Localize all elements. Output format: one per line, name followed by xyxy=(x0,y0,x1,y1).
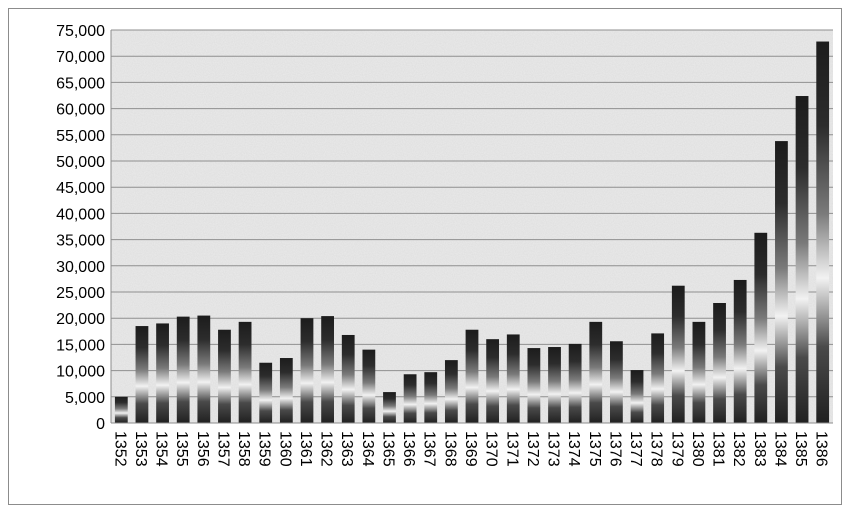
bar-1366 xyxy=(403,374,417,423)
y-tick-label: 55,000 xyxy=(56,128,105,145)
x-tick-label-1366: 1366 xyxy=(400,431,417,467)
y-tick-label: 75,000 xyxy=(56,23,105,40)
x-tick-label-1355: 1355 xyxy=(173,431,190,467)
x-axis-tick-labels: 1352 1353 1354 1355 1356 1357 1358 1359 1360 1361… xyxy=(111,431,829,467)
x-tick-label-1353: 1353 xyxy=(132,431,149,467)
bar-1355 xyxy=(176,316,190,423)
bar-1362 xyxy=(321,316,334,423)
x-tick-label-1379: 1379 xyxy=(668,431,685,467)
x-tick-label-1384: 1384 xyxy=(771,431,788,467)
bar-1371 xyxy=(506,334,520,423)
y-tick-label: 60,000 xyxy=(56,102,105,119)
x-tick-label-1373: 1373 xyxy=(545,431,562,467)
x-tick-label-1386: 1386 xyxy=(813,431,830,467)
bar-1370 xyxy=(486,339,500,423)
x-tick-label-1380: 1380 xyxy=(689,431,706,467)
bar-1386 xyxy=(816,41,830,423)
y-tick-label: 40,000 xyxy=(56,206,105,223)
x-tick-label-1383: 1383 xyxy=(751,431,768,467)
y-tick-label: 10,000 xyxy=(56,364,105,381)
bar-1367 xyxy=(424,372,438,423)
y-tick-label: 70,000 xyxy=(56,49,105,66)
x-tick-label-1354: 1354 xyxy=(153,431,170,467)
x-tick-label-1360: 1360 xyxy=(276,431,293,467)
x-tick-label-1378: 1378 xyxy=(648,431,665,467)
bar-1364 xyxy=(362,349,376,423)
x-tick-label-1372: 1372 xyxy=(524,431,541,467)
x-tick-label-1358: 1358 xyxy=(235,431,252,467)
bar-1379 xyxy=(671,285,685,423)
bar-1376 xyxy=(610,341,623,423)
y-tick-label: 35,000 xyxy=(56,233,105,250)
bar-1359 xyxy=(259,362,273,423)
x-tick-label-1356: 1356 xyxy=(194,431,211,467)
bar-1352 xyxy=(114,396,128,423)
x-tick-label-1381: 1381 xyxy=(710,431,727,467)
y-tick-label: 65,000 xyxy=(56,75,105,92)
bar-1358 xyxy=(238,321,252,423)
bar-1382 xyxy=(733,279,747,423)
bar-1375 xyxy=(589,321,603,423)
bar-1365 xyxy=(383,392,396,423)
y-tick-label: 20,000 xyxy=(56,311,105,328)
y-tick-label: 45,000 xyxy=(56,180,105,197)
bar-1368 xyxy=(444,360,458,423)
x-tick-label-1369: 1369 xyxy=(462,431,479,467)
x-tick-label-1374: 1374 xyxy=(565,431,582,467)
bar-1363 xyxy=(341,334,355,423)
x-tick-label-1375: 1375 xyxy=(586,431,603,467)
x-tick-label-1376: 1376 xyxy=(606,431,623,467)
bar-1357 xyxy=(218,329,231,423)
x-tick-label-1370: 1370 xyxy=(483,431,500,467)
bar-1373 xyxy=(548,347,561,423)
y-tick-label: 0 xyxy=(96,416,105,433)
x-tick-label-1385: 1385 xyxy=(792,431,809,467)
bar-1360 xyxy=(279,358,293,423)
x-tick-label-1363: 1363 xyxy=(338,431,355,467)
x-tick-label-1382: 1382 xyxy=(730,431,747,467)
bar-1385 xyxy=(795,96,809,424)
bar-1372 xyxy=(527,348,541,423)
y-tick-label: 50,000 xyxy=(56,154,105,171)
bar-1353 xyxy=(135,326,149,423)
bar-1377 xyxy=(630,370,644,423)
x-tick-label-1362: 1362 xyxy=(318,431,335,467)
x-tick-label-1377: 1377 xyxy=(627,431,644,467)
bar-1361 xyxy=(300,318,314,423)
bar-1354 xyxy=(156,323,169,423)
bar-1381 xyxy=(713,303,726,423)
x-tick-label-1357: 1357 xyxy=(214,431,231,467)
bar-1378 xyxy=(651,333,665,423)
x-tick-label-1359: 1359 xyxy=(256,431,273,467)
bar-1369 xyxy=(465,329,479,423)
y-tick-label: 25,000 xyxy=(56,285,105,302)
x-tick-label-1368: 1368 xyxy=(441,431,458,467)
bar-1383 xyxy=(754,232,768,423)
y-tick-label: 5,000 xyxy=(65,390,105,407)
bar-1374 xyxy=(568,343,582,423)
x-tick-label-1364: 1364 xyxy=(359,431,376,467)
bar-1384 xyxy=(775,141,788,423)
bar-1356 xyxy=(197,315,211,423)
y-tick-label: 30,000 xyxy=(56,259,105,276)
x-tick-label-1352: 1352 xyxy=(111,431,128,467)
y-axis-tick-labels: 0 5,000 10,000 15,000 20,000 25,000 30,000 35,0… xyxy=(56,23,105,433)
y-tick-label: 15,000 xyxy=(56,337,105,354)
bars xyxy=(114,41,830,424)
x-tick-label-1361: 1361 xyxy=(297,431,314,467)
x-tick-label-1367: 1367 xyxy=(421,431,438,467)
x-tick-label-1365: 1365 xyxy=(379,431,396,467)
x-tick-label-1371: 1371 xyxy=(503,431,520,467)
bar-1380 xyxy=(692,321,706,423)
